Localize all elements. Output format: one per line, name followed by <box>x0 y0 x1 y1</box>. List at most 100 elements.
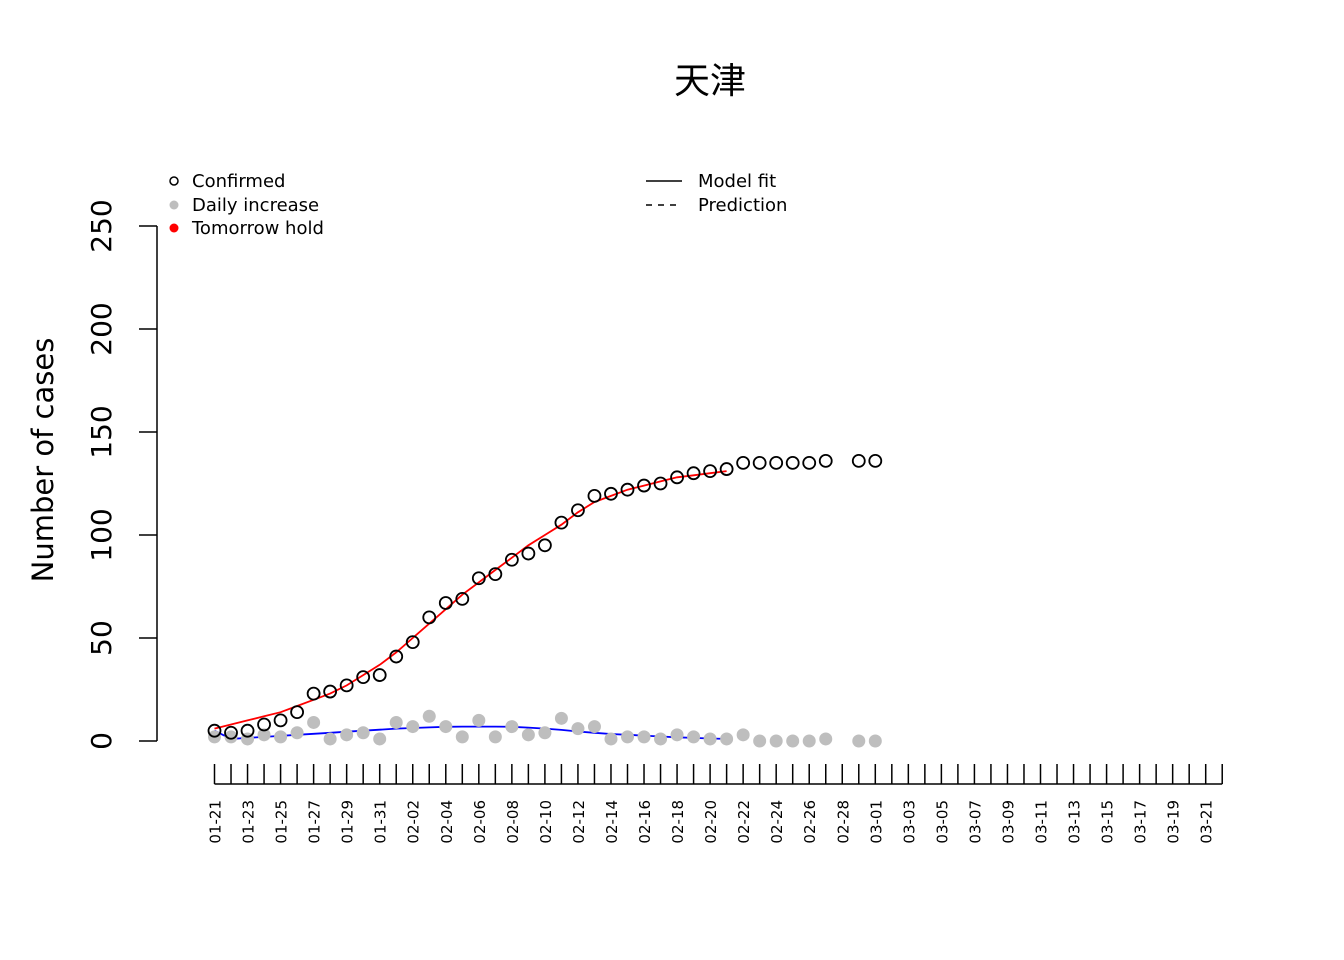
daily-increase-point <box>290 726 304 740</box>
confirmed-point <box>653 476 668 491</box>
x-tick-label: 01-25 <box>273 800 291 844</box>
confirmed-point <box>637 478 651 493</box>
confirmed-point <box>504 552 519 567</box>
legend-label: Tomorrow hold <box>191 218 324 239</box>
x-tick-label: 01-31 <box>372 800 390 844</box>
legend-symbol <box>169 223 179 233</box>
x-tick-label: 03-01 <box>867 800 885 844</box>
legend-symbol <box>169 176 179 186</box>
model-fit-line <box>214 470 727 730</box>
x-tick-label: 03-09 <box>999 800 1017 844</box>
legend-label: Prediction <box>698 195 787 216</box>
y-axis: 0 50 100 150 200 250 <box>85 199 158 750</box>
x-tick-label: 03-17 <box>1132 800 1150 844</box>
daily-increase-point <box>703 732 717 746</box>
daily-increase-point <box>521 728 535 742</box>
x-tick-label: 01-21 <box>207 800 225 844</box>
daily-increase-point <box>505 720 519 734</box>
y-tick-label: 50 <box>85 620 118 656</box>
confirmed-point <box>686 466 701 481</box>
x-tick-label: 02-28 <box>834 800 852 844</box>
confirmed-point <box>240 723 255 738</box>
daily-increase-point <box>422 709 436 723</box>
model-lines <box>214 470 727 740</box>
x-tick-label: 02-12 <box>570 800 588 844</box>
confirmed-point <box>306 686 321 701</box>
daily-increase-point <box>257 728 271 742</box>
daily-increase-point <box>373 732 387 746</box>
x-tick-label: 02-24 <box>768 800 786 844</box>
y-tick-label: 0 <box>85 732 118 750</box>
confirmed-point <box>538 538 552 553</box>
daily-increase-point <box>637 730 651 744</box>
x-tick-label: 01-27 <box>306 800 324 844</box>
confirmed-point <box>851 453 866 468</box>
daily-increase-point <box>852 734 866 748</box>
daily-increase-point <box>571 722 585 736</box>
chart-title: 天津 <box>674 61 746 102</box>
confirmed-point <box>769 455 784 470</box>
x-tick-label: 02-08 <box>504 800 522 844</box>
daily-increase-point <box>472 713 486 727</box>
confirmed-point <box>273 713 288 728</box>
confirmed-point <box>818 453 833 468</box>
confirmed-point <box>389 649 404 664</box>
daily-increase-point <box>554 711 568 725</box>
confirmed-point <box>719 462 734 476</box>
x-tick-label: 03-07 <box>966 800 984 844</box>
x-tick-label: 02-02 <box>405 800 423 844</box>
confirmed-point <box>455 591 470 606</box>
daily-increase-point <box>307 715 321 729</box>
confirmed-point <box>604 486 618 501</box>
daily-increase-point <box>389 715 403 729</box>
x-tick-label: 02-04 <box>438 800 456 844</box>
confirmed-point <box>356 670 371 685</box>
confirmed-point <box>422 610 437 625</box>
legend-symbol <box>169 200 179 210</box>
confirmed-point <box>521 546 536 561</box>
daily-increase-point <box>356 726 370 740</box>
daily-increase-point <box>587 720 601 734</box>
confirmed-point <box>802 455 817 470</box>
y-tick-label: 250 <box>85 199 118 252</box>
x-tick-label: 03-19 <box>1165 800 1183 844</box>
daily-increase-point <box>769 734 783 748</box>
x-tick-label: 03-15 <box>1099 800 1117 844</box>
confirmed-point <box>372 668 387 682</box>
confirmed-point <box>290 705 305 720</box>
confirmed-point <box>587 488 602 503</box>
y-tick-label: 200 <box>85 302 118 355</box>
confirmed-point <box>554 515 569 530</box>
daily-increase-point <box>868 734 882 748</box>
daily-increase-point <box>224 730 238 744</box>
x-tick-label: 03-05 <box>933 800 951 844</box>
confirmed-point <box>670 470 684 485</box>
x-tick-label: 02-22 <box>735 800 753 844</box>
confirmed-point <box>471 571 486 586</box>
daily-increase-point <box>687 730 701 744</box>
daily-increase-point <box>802 734 816 748</box>
daily-increase-point <box>753 734 767 748</box>
x-tick-label: 03-03 <box>900 800 918 844</box>
daily-increase-point <box>488 730 502 744</box>
daily-increase-point <box>654 732 668 746</box>
confirmed-point <box>868 453 883 468</box>
x-tick-label: 03-21 <box>1198 800 1216 844</box>
daily-increase-point <box>406 720 420 734</box>
confirmed-point <box>224 725 238 740</box>
confirmed-point <box>207 723 222 738</box>
y-tick-label: 150 <box>85 405 118 458</box>
legend-label: Model fit <box>698 171 776 192</box>
daily-increase-point <box>323 732 337 746</box>
daily-increase-point <box>736 728 750 742</box>
confirmed-point <box>752 455 767 470</box>
x-tick-label: 01-23 <box>240 800 258 844</box>
daily-increase-point <box>670 728 684 742</box>
x-tick-label: 02-20 <box>702 800 720 844</box>
daily-increase-point <box>786 734 800 748</box>
x-tick-label: 02-16 <box>636 800 654 844</box>
x-axis: 01-21 01-23 01-25 01-27 01-29 01-31 02-02 02-04… <box>207 764 1223 844</box>
confirmed-point <box>571 503 585 518</box>
confirmed-point <box>620 482 635 497</box>
